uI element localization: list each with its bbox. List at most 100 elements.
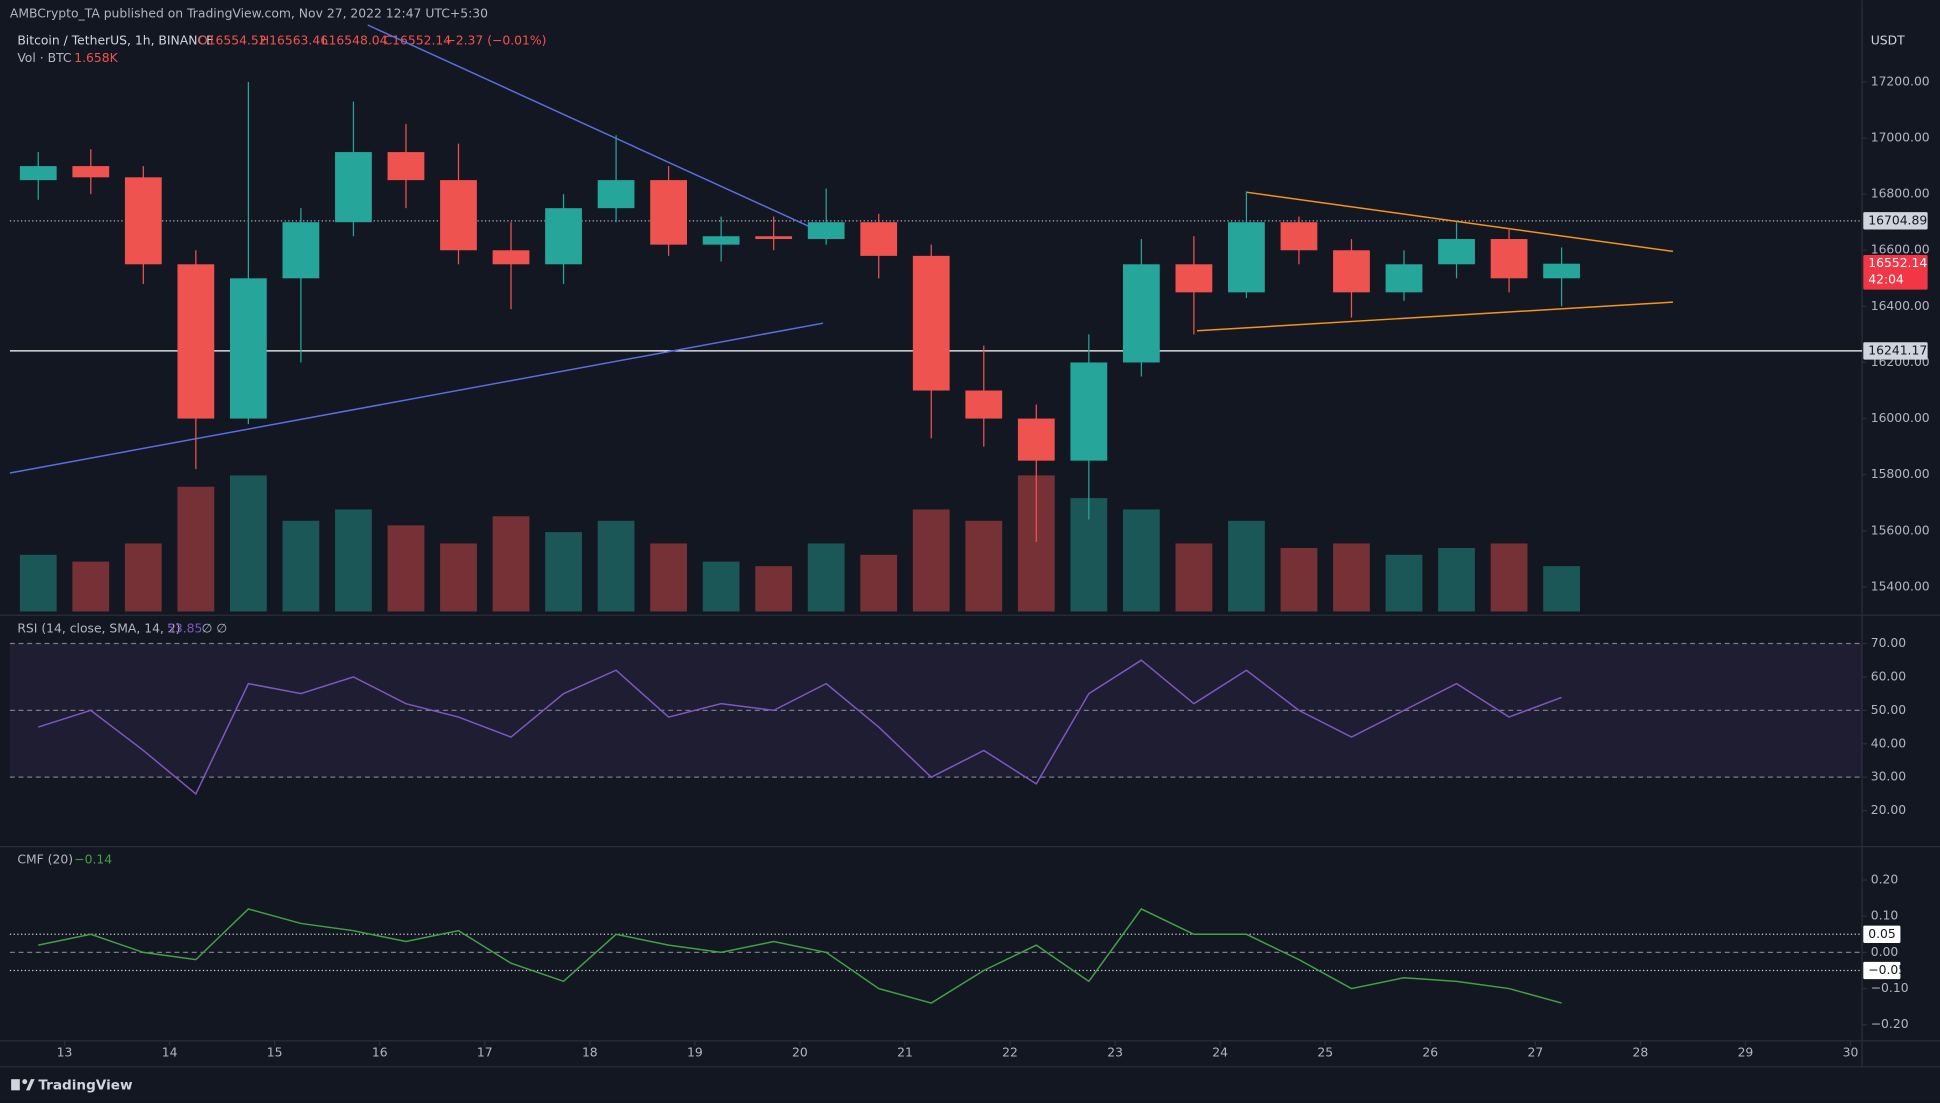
candle-body — [282, 222, 320, 279]
y-tick-label: 0.10 — [1871, 909, 1899, 923]
candle-body — [1017, 418, 1055, 461]
indicator-line — [38, 908, 1562, 1004]
candle-body — [650, 180, 687, 245]
candle-body — [1228, 222, 1265, 293]
y-tick-label: 50.00 — [1871, 703, 1907, 717]
candle-body — [440, 180, 477, 251]
y-tick-label: 70.00 — [1871, 636, 1907, 650]
y-tick-label: 0.20 — [1871, 873, 1899, 887]
currency: USDT — [1871, 34, 1905, 48]
y-tick-label: 16600.00 — [1871, 243, 1930, 257]
candle-body — [545, 208, 582, 265]
x-tick-label: 26 — [1422, 1046, 1438, 1060]
candle-body — [492, 250, 530, 265]
volume-bar — [229, 475, 267, 612]
level-label: 0.05 — [1868, 927, 1896, 941]
volume-bar — [860, 554, 898, 612]
y-tick-label: 60.00 — [1871, 669, 1907, 683]
last-price-label: 16552.14 — [1868, 256, 1927, 270]
countdown: 42:04 — [1868, 272, 1904, 286]
ohlc-value: L16548.04 — [322, 34, 388, 48]
volume-bar — [597, 520, 635, 612]
x-tick-label: 16 — [372, 1046, 388, 1060]
candle-body — [1490, 239, 1528, 279]
price-line-label: 16241.17 — [1868, 343, 1927, 357]
volume-bar — [124, 543, 162, 612]
x-tick-label: 22 — [1002, 1046, 1018, 1060]
trendline — [1246, 191, 1674, 253]
footer-brand: TradingView — [38, 1077, 133, 1093]
x-tick-label: 18 — [582, 1046, 598, 1060]
x-tick-label: 21 — [897, 1046, 913, 1060]
volume-bar — [965, 520, 1003, 612]
y-tick-label: 16800.00 — [1871, 187, 1930, 201]
candle-body — [702, 236, 740, 245]
volume-bar — [912, 509, 950, 612]
y-tick-label: 15600.00 — [1871, 523, 1930, 537]
indicator-title: CMF (20) — [17, 853, 73, 867]
x-tick-label: 20 — [792, 1046, 808, 1060]
volume-bar — [335, 509, 372, 612]
y-tick-label: 30.00 — [1871, 770, 1907, 784]
y-tick-label: 15800.00 — [1871, 467, 1930, 481]
volume-bar — [387, 525, 425, 612]
indicator-title: RSI (14, close, SMA, 14, 2) — [17, 621, 180, 635]
trendline — [9, 322, 824, 474]
y-tick-label: −0.20 — [1871, 1017, 1909, 1031]
candle-body — [1438, 239, 1475, 265]
volume-bar — [755, 566, 793, 612]
y-tick-label: 15400.00 — [1871, 579, 1930, 593]
x-tick-label: 15 — [267, 1046, 283, 1060]
candle-body — [387, 152, 425, 181]
price-line-label-box — [1863, 342, 1928, 360]
x-tick-label: 27 — [1527, 1046, 1543, 1060]
volume-bar — [492, 516, 530, 612]
volume-bar — [1280, 547, 1318, 612]
candle-body — [72, 166, 110, 178]
logo-shape — [22, 1079, 28, 1085]
ohlc-value: H16563.46 — [260, 34, 328, 48]
footer-logo — [11, 1079, 35, 1091]
x-tick-label: 13 — [57, 1046, 73, 1060]
volume-bar — [1490, 543, 1528, 612]
level-label: −0.05 — [1868, 963, 1906, 977]
candle-body — [1385, 264, 1423, 293]
trendline — [1196, 301, 1673, 332]
y-tick-label: 17200.00 — [1871, 74, 1930, 88]
candle-body — [965, 390, 1003, 419]
x-tick-label: 25 — [1317, 1046, 1333, 1060]
indicator-value: −0.14 — [74, 853, 112, 867]
x-tick-label: 17 — [477, 1046, 493, 1060]
candle-body — [1070, 362, 1108, 461]
x-tick-label: 29 — [1738, 1046, 1754, 1060]
candle-body — [1175, 264, 1213, 293]
volume-bar — [19, 554, 57, 612]
candle-body — [177, 264, 215, 419]
volume-bar — [1385, 554, 1423, 612]
y-tick-label: 0.00 — [1871, 945, 1899, 959]
volume-bar — [177, 486, 215, 612]
candle-body — [807, 222, 845, 240]
ohlc-value: O16554.52 — [198, 34, 267, 48]
volume-bar — [72, 561, 110, 612]
volume-bar — [440, 543, 477, 612]
last-price-box — [1863, 255, 1928, 290]
y-tick-label: 20.00 — [1871, 803, 1907, 817]
candle-body — [1122, 264, 1160, 363]
indicator-value: 53.85 — [167, 621, 202, 635]
candle-body — [860, 222, 898, 256]
candle-body — [19, 166, 57, 181]
y-tick-label: 40.00 — [1871, 736, 1907, 750]
price-line-label: 16704.89 — [1868, 213, 1927, 227]
x-tick-label: 19 — [687, 1046, 703, 1060]
price-line-label-box — [1863, 212, 1928, 230]
volume-bar — [282, 520, 320, 612]
candle-body — [1543, 263, 1580, 279]
y-tick-label: 17000.00 — [1871, 131, 1930, 145]
candle-body — [597, 180, 635, 209]
candle-body — [229, 278, 267, 419]
level-label-box — [1863, 961, 1901, 980]
volume-bar — [1543, 566, 1580, 612]
x-tick-label: 24 — [1212, 1046, 1228, 1060]
